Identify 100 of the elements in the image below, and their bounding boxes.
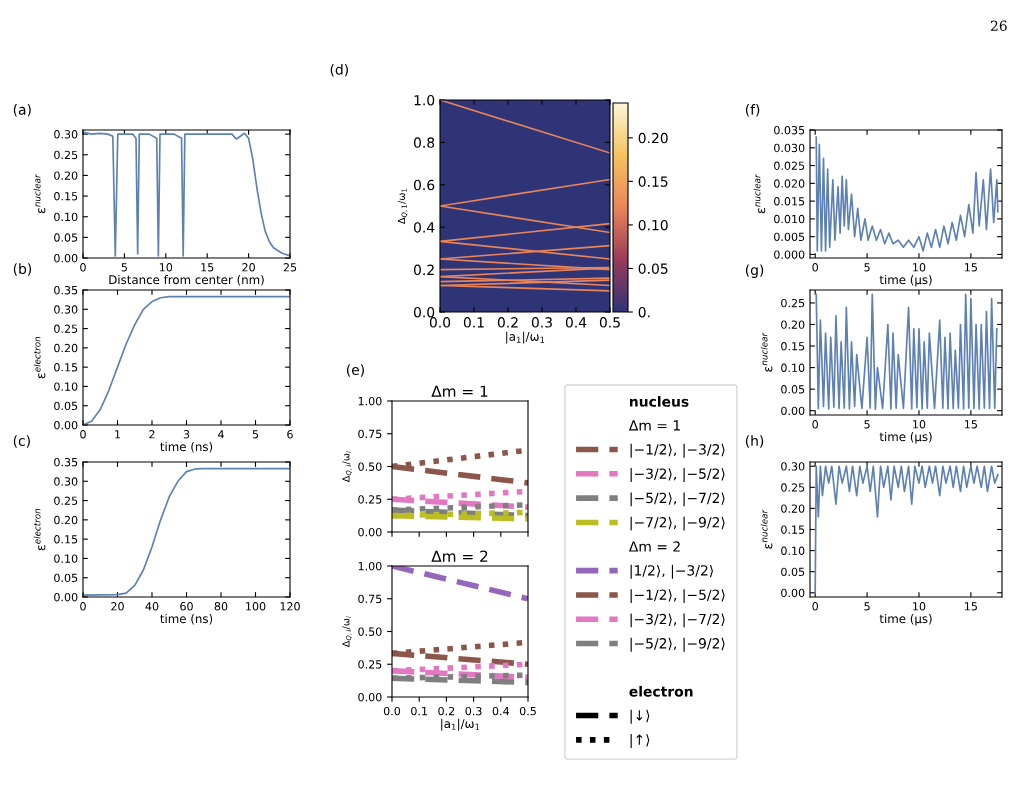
x-tick-label: 4 <box>218 430 224 439</box>
y-tick-label: 0.10 <box>54 382 78 391</box>
text: (a) <box>13 104 31 117</box>
y-tick-label: 0.000 <box>774 250 805 259</box>
x-axis-title: time (μs) <box>879 432 932 444</box>
y-tick-label: 0.75 <box>358 594 382 604</box>
color-bar-label: 0.10 <box>638 219 668 231</box>
y-tick-label: 0.30 <box>54 305 78 314</box>
x-tick-label: 1 <box>115 430 121 439</box>
y-tick-label: 0.20 <box>54 171 78 180</box>
legend-label: |−1/2⟩, |−3/2⟩ <box>630 443 725 458</box>
x-axis-title: |a$_{1}$|/ω$_{1}$ <box>441 718 480 731</box>
x-tick-label: 0.5 <box>599 317 620 328</box>
text: (g) <box>745 264 764 278</box>
y-tick-label: 0.20 <box>781 320 805 329</box>
y-tick-label: 0.0 <box>413 306 435 318</box>
x-tick-label: 0 <box>812 263 818 272</box>
x-axis-title: time (ns) <box>160 614 213 625</box>
legend-title: nucleus <box>630 396 689 407</box>
x-tick-label: 0.1 <box>463 317 484 328</box>
legend-label: |−7/2⟩, |−9/2⟩ <box>630 516 725 531</box>
y-tick-label: 0.00 <box>54 592 78 602</box>
legend-label: |↓⟩ <box>630 709 650 724</box>
y-axis-title: Δ$_{Q,1}$/ω$_{1}$ <box>397 188 408 225</box>
x-tick-label: 0.2 <box>438 706 455 716</box>
x-tick-label: 0.0 <box>429 317 451 328</box>
x-tick-label: 5 <box>864 420 870 429</box>
text: |−3/2⟩, |−7/2⟩ <box>630 613 725 628</box>
legend-label: |1/2⟩, |−3/2⟩ <box>630 564 713 579</box>
x-tick-label: 10 <box>913 602 926 611</box>
x-tick-label: 25 <box>283 263 297 272</box>
y-tick-label: 0.15 <box>54 192 78 201</box>
y-tick-label: 0.50 <box>358 462 382 471</box>
y-tick-label: 0.10 <box>54 554 78 563</box>
x-tick-label: 0.4 <box>565 317 587 328</box>
x-tick-label: 100 <box>246 602 266 611</box>
x-tick-label: 5 <box>121 263 127 272</box>
y-tick-label: 0.020 <box>774 179 805 188</box>
x-tick-label: 0.5 <box>519 706 536 716</box>
text: (c) <box>13 435 30 448</box>
y-tick-label: 0.25 <box>54 324 78 333</box>
x-tick-label: 15 <box>965 263 977 272</box>
text: (h) <box>745 435 764 448</box>
x-tick-label: 2 <box>149 430 155 439</box>
color-bar-label: 0.15 <box>638 176 668 187</box>
x-tick-label: 20 <box>242 263 255 272</box>
x-tick-label: 15 <box>201 263 214 272</box>
color-bar-label: 0. <box>638 306 650 318</box>
y-tick-label: 0.00 <box>358 527 382 537</box>
x-tick-label: 0.2 <box>497 317 518 328</box>
text: (b) <box>13 263 32 276</box>
y-axis-title: ε$^{nuclear}$ <box>33 173 46 214</box>
y-tick-label: 0.15 <box>54 535 78 544</box>
y-tick-label: 0.00 <box>54 420 78 430</box>
text: (d) <box>330 64 348 77</box>
x-axis-title: |a$_{1}$|/ω$_{1}$ <box>506 331 545 344</box>
y-tick-label: 0.25 <box>781 298 805 308</box>
x-tick-label: 5 <box>864 602 870 611</box>
x-tick-label: 0.0 <box>383 706 401 716</box>
x-tick-label: 0.4 <box>492 706 510 716</box>
x-tick-label: 0.1 <box>411 706 428 716</box>
y-tick-label: 0.30 <box>781 462 805 471</box>
y-tick-label: 1.00 <box>358 396 382 406</box>
x-tick-label: 0 <box>80 602 86 611</box>
x-axis-title: Distance from center (nm) <box>109 275 264 286</box>
y-tick-label: 0.20 <box>54 515 78 525</box>
y-tick-label: 0.25 <box>781 483 805 492</box>
y-tick-label: 0.05 <box>54 233 78 242</box>
x-tick-label: 10 <box>159 263 173 272</box>
x-tick-label: 20 <box>111 602 124 611</box>
y-tick-label: 0.15 <box>781 525 805 534</box>
y-tick-label: 0.05 <box>54 401 78 411</box>
y-tick-label: 0.30 <box>54 130 78 139</box>
x-tick-label: 0 <box>812 420 818 429</box>
y-axis-title: ε$^{electron}$ <box>33 508 46 551</box>
y-tick-label: 0.00 <box>54 253 78 263</box>
y-axis-title: ε$^{nuclear}$ <box>760 509 773 549</box>
x-tick-label: 120 <box>280 602 300 611</box>
y-tick-label: 0.50 <box>358 627 382 636</box>
x-axis-title: time (μs) <box>879 614 932 626</box>
y-tick-label: 0.25 <box>54 150 78 160</box>
y-tick-label: 0.30 <box>54 477 78 486</box>
y-tick-label: 0.15 <box>781 342 805 351</box>
legend-label: |↑⟩ <box>630 734 650 748</box>
y-tick-label: 0.35 <box>54 457 78 467</box>
x-tick-label: 40 <box>145 602 159 611</box>
chart-title: Δm = 2 <box>628 541 680 552</box>
y-axis-title: ε$^{electron}$ <box>33 336 46 379</box>
x-tick-label: 6 <box>287 430 293 439</box>
y-tick-label: 0.05 <box>781 385 805 394</box>
y-tick-label: 1.0 <box>414 94 435 106</box>
x-tick-label: 0.3 <box>531 317 552 328</box>
color-bar-label: 0.05 <box>638 263 668 274</box>
y-tick-label: 0.10 <box>781 546 805 555</box>
text: 26 <box>990 20 1007 32</box>
y-tick-label: 0.10 <box>54 212 78 222</box>
y-tick-label: 0.030 <box>774 143 805 153</box>
y-axis-title: ε$^{nuclear}$ <box>760 332 773 372</box>
y-tick-label: 0.20 <box>781 504 805 513</box>
chart-title: Δm = 1 <box>628 420 680 431</box>
